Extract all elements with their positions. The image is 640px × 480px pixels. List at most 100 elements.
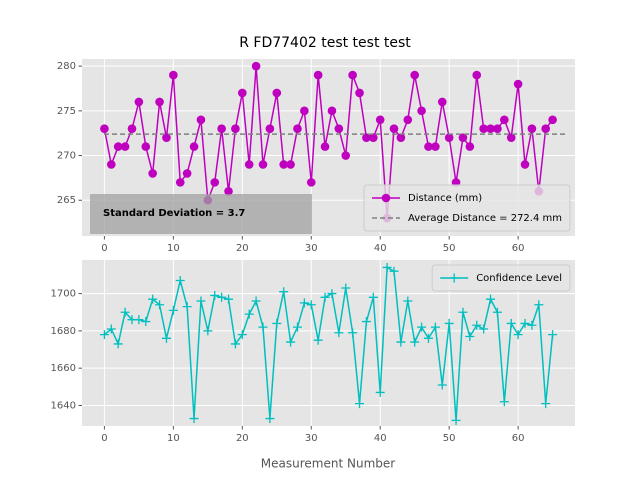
marker (272, 318, 282, 328)
marker (106, 324, 116, 334)
marker (320, 292, 330, 302)
marker (444, 318, 454, 328)
y-tick-label: 270 (57, 151, 76, 162)
marker (306, 178, 316, 187)
marker (210, 290, 220, 300)
chart-title: R FD77402 test test test (239, 35, 411, 51)
marker (513, 79, 523, 89)
marker (430, 322, 440, 332)
legend: Confidence Level (431, 264, 571, 292)
y-tick-label: 1700 (51, 289, 76, 300)
data-line (103, 66, 554, 219)
marker (493, 124, 502, 134)
marker (465, 331, 475, 341)
marker (293, 124, 302, 134)
legend-label: Average Distance = 272.4 mm (408, 213, 562, 224)
marker (238, 88, 247, 98)
marker (348, 70, 357, 80)
x-tick-label: 0 (101, 433, 107, 444)
marker (237, 330, 247, 340)
marker (272, 88, 282, 98)
marker (244, 309, 254, 319)
marker (251, 296, 261, 306)
marker (99, 330, 109, 340)
legend-box (431, 264, 571, 292)
marker (189, 414, 199, 424)
marker (155, 97, 164, 107)
x-tick-label: 10 (167, 243, 180, 254)
marker (423, 333, 433, 343)
y-tick-label: 265 (57, 195, 76, 206)
marker (155, 300, 165, 310)
legend-label: Distance (mm) (408, 193, 482, 204)
marker (472, 70, 482, 80)
marker (141, 142, 151, 151)
marker (300, 106, 309, 116)
x-tick-label: 40 (374, 433, 387, 444)
marker (451, 415, 461, 425)
marker (465, 142, 475, 151)
marker (120, 142, 130, 151)
marker (169, 70, 178, 80)
x-tick-label: 60 (512, 243, 525, 254)
marker (217, 124, 226, 134)
marker (486, 294, 496, 304)
y-tick-label: 1680 (51, 326, 76, 337)
marker (279, 287, 289, 297)
marker (230, 339, 240, 349)
x-tick-label: 20 (236, 243, 249, 254)
marker (265, 124, 275, 134)
marker (389, 266, 399, 276)
legend: Distance (mm) Average Distance = 272.4 mm (363, 184, 571, 232)
marker (472, 320, 482, 330)
marker (437, 380, 447, 390)
marker (168, 305, 178, 315)
marker (306, 300, 316, 310)
marker (113, 142, 123, 151)
marker (444, 133, 454, 142)
marker (327, 106, 337, 116)
marker (417, 106, 426, 116)
marker (320, 142, 330, 151)
x-tick-label: 20 (236, 433, 249, 444)
marker (175, 178, 185, 187)
marker (548, 330, 558, 340)
marker (100, 124, 109, 134)
marker (244, 160, 254, 169)
marker (520, 160, 530, 169)
marker (196, 115, 206, 125)
marker (258, 322, 268, 332)
marker (348, 328, 358, 338)
marker (279, 160, 288, 169)
marker (265, 414, 275, 424)
marker (506, 318, 516, 328)
marker (134, 97, 144, 107)
marker (224, 187, 233, 196)
marker (417, 322, 427, 332)
marker (210, 178, 220, 187)
marker (217, 292, 227, 302)
marker (396, 337, 406, 347)
marker (224, 294, 234, 304)
marker (375, 387, 385, 397)
marker (534, 300, 544, 310)
marker (492, 307, 502, 317)
marker (148, 294, 158, 304)
y-tick-label: 1640 (51, 400, 76, 411)
marker (196, 296, 206, 306)
y-tick-label: 275 (57, 106, 76, 117)
marker (361, 317, 371, 327)
marker (334, 124, 344, 134)
marker (403, 115, 413, 125)
legend-marker (381, 193, 391, 203)
marker (175, 276, 185, 286)
x-tick-label: 30 (305, 433, 318, 444)
marker (527, 320, 537, 330)
marker (355, 88, 364, 98)
marker (499, 397, 509, 407)
y-tick-label: 1660 (51, 363, 76, 374)
marker (148, 169, 157, 178)
legend-marker (449, 273, 459, 283)
marker (375, 115, 385, 125)
marker (527, 124, 537, 134)
